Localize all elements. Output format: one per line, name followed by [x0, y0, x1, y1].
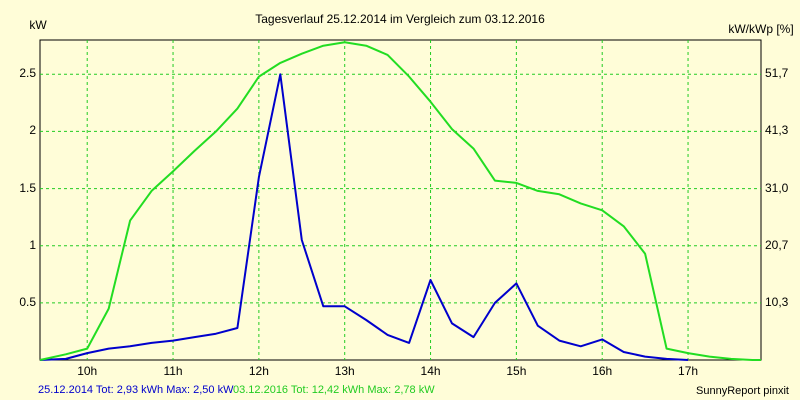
right-axis-unit: kW/kWp [%]: [728, 22, 794, 36]
plot-area: [39, 39, 762, 361]
y-tick-label: 0.5: [19, 294, 36, 309]
x-tick-label: 13h: [334, 364, 355, 378]
x-tick-label: 14h: [420, 364, 441, 378]
y2-tick-label: 20,7: [765, 237, 789, 252]
y2-tick-label: 41,3: [765, 123, 789, 138]
y2-tick-label: 51,7: [765, 66, 789, 81]
x-tick-label: 11h: [163, 364, 183, 378]
x-tick-label: 16h: [592, 364, 613, 378]
credit-text: SunnyReport pinxit: [696, 385, 789, 397]
legend-series-1: 25.12.2014 Tot: 2,93 kWh Max: 2,50 kW: [38, 384, 234, 396]
y-tick-label: 2.5: [19, 66, 36, 81]
legend-series-2: 03.12.2016 Tot: 12,42 kWh Max: 2,78 kW: [233, 384, 435, 396]
chart-title: Tagesverlauf 25.12.2014 im Vergleich zum…: [255, 12, 545, 26]
series-line-1: [39, 73, 689, 361]
x-tick-label: 10h: [77, 364, 98, 378]
x-tick-label: 12h: [248, 364, 269, 378]
x-tick-label: 15h: [506, 364, 527, 378]
series-layer: [39, 41, 761, 361]
y2-tick-label: 10,3: [765, 294, 789, 309]
y-tick-label: 1: [29, 237, 36, 252]
series-line-2: [39, 41, 761, 361]
y-tick-label: 2: [29, 123, 36, 138]
y2-tick-label: 31,0: [765, 180, 789, 195]
y-tick-label: 1.5: [19, 180, 36, 195]
left-axis-unit: kW: [29, 18, 47, 32]
x-tick-label: 17h: [678, 364, 699, 378]
